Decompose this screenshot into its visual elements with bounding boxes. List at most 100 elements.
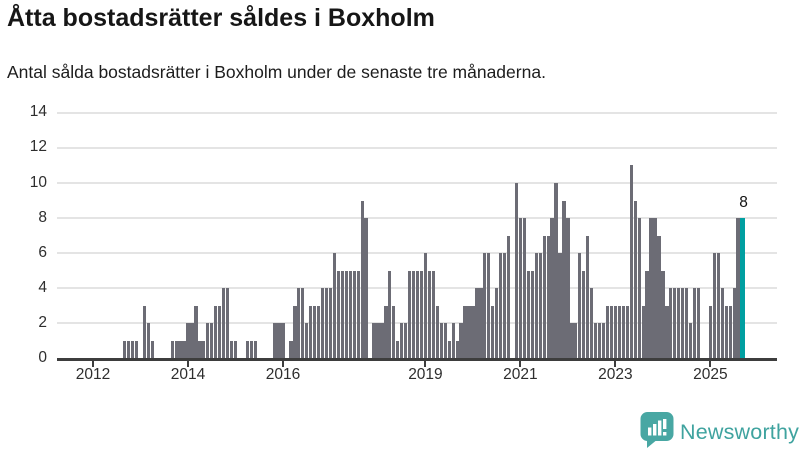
bar	[649, 218, 653, 359]
bar	[617, 305, 621, 359]
bar	[439, 323, 443, 359]
x-axis-tick-2016	[281, 360, 284, 367]
bar	[502, 253, 507, 359]
bar	[419, 270, 424, 359]
bar	[574, 323, 578, 359]
bar	[411, 270, 416, 359]
bar	[190, 323, 194, 359]
bar	[202, 340, 206, 359]
bar	[372, 323, 376, 359]
y-axis-label-6: 6	[38, 243, 47, 261]
bar	[578, 253, 582, 359]
bar	[127, 340, 131, 359]
bar	[625, 305, 629, 359]
bar	[229, 340, 234, 359]
bar	[689, 323, 693, 359]
bar	[400, 323, 404, 359]
chart-subtitle: Antal sålda bostadsrätter i Boxholm unde…	[7, 62, 546, 82]
bar	[685, 288, 689, 359]
bar	[348, 270, 352, 359]
bar	[249, 340, 253, 359]
bar	[586, 235, 590, 359]
bar	[720, 288, 724, 359]
bar	[637, 218, 641, 359]
bar	[724, 305, 728, 359]
y-axis-label-10: 10	[29, 173, 47, 191]
bar	[716, 253, 720, 359]
bar	[277, 323, 281, 359]
x-axis-label-2014: 2014	[170, 365, 206, 383]
bar	[174, 340, 178, 359]
bar	[305, 323, 309, 359]
bar	[218, 305, 222, 359]
bar	[653, 218, 657, 359]
bar	[463, 305, 467, 359]
bar	[657, 235, 661, 359]
bar	[677, 288, 681, 359]
y-axis-label-12: 12	[29, 138, 47, 156]
bar	[360, 200, 364, 359]
bar	[613, 305, 618, 359]
bar	[316, 305, 321, 359]
bar	[550, 218, 554, 359]
page-title: Åtta bostadsrätter såldes i Boxholm	[7, 4, 435, 32]
gridline-y-8	[57, 217, 777, 220]
bar	[538, 253, 542, 359]
bar	[669, 288, 673, 359]
bar	[495, 288, 499, 359]
bar	[198, 340, 202, 359]
bar	[289, 340, 293, 359]
bar	[641, 305, 645, 359]
bar	[475, 288, 479, 359]
bar	[210, 323, 214, 359]
bar	[293, 305, 297, 359]
bar	[435, 305, 439, 359]
bar	[609, 305, 614, 359]
x-axis-tick-2021	[519, 360, 522, 367]
bar	[526, 270, 530, 359]
bar	[364, 218, 368, 359]
x-axis-tick-2025	[709, 360, 712, 367]
bar	[467, 305, 471, 359]
bar	[225, 288, 230, 359]
bar	[506, 235, 511, 359]
bar	[194, 305, 198, 359]
bar	[328, 288, 333, 359]
bar	[336, 270, 341, 359]
bar	[621, 305, 625, 359]
bar	[320, 288, 325, 359]
bar	[356, 270, 360, 359]
bar	[582, 270, 586, 359]
bar	[404, 323, 408, 359]
bar	[384, 305, 388, 359]
bar	[542, 235, 546, 359]
x-axis-label-2012: 2012	[75, 365, 111, 383]
bar	[447, 340, 451, 359]
x-axis-label-2016: 2016	[265, 365, 301, 383]
x-axis-label-2021: 2021	[503, 365, 538, 383]
bar	[732, 288, 736, 359]
bar	[728, 305, 732, 359]
bar	[558, 253, 562, 359]
bar	[459, 323, 463, 359]
bar	[182, 340, 186, 359]
bar	[206, 323, 210, 359]
bar	[546, 235, 550, 359]
bar	[313, 305, 317, 359]
bar	[455, 340, 459, 359]
bar	[340, 270, 344, 359]
bar	[661, 270, 665, 359]
bar	[629, 165, 633, 359]
newsworthy-logo: Newsworthy	[639, 411, 799, 450]
bar	[388, 270, 392, 359]
newsworthy-logo-text: Newsworthy	[680, 419, 800, 444]
bar	[273, 323, 277, 359]
bar	[431, 270, 435, 359]
bar	[142, 305, 147, 359]
bar	[150, 340, 155, 359]
bar	[253, 340, 257, 359]
y-axis-label-14: 14	[29, 103, 47, 121]
bar	[352, 270, 356, 359]
bar	[562, 200, 566, 359]
